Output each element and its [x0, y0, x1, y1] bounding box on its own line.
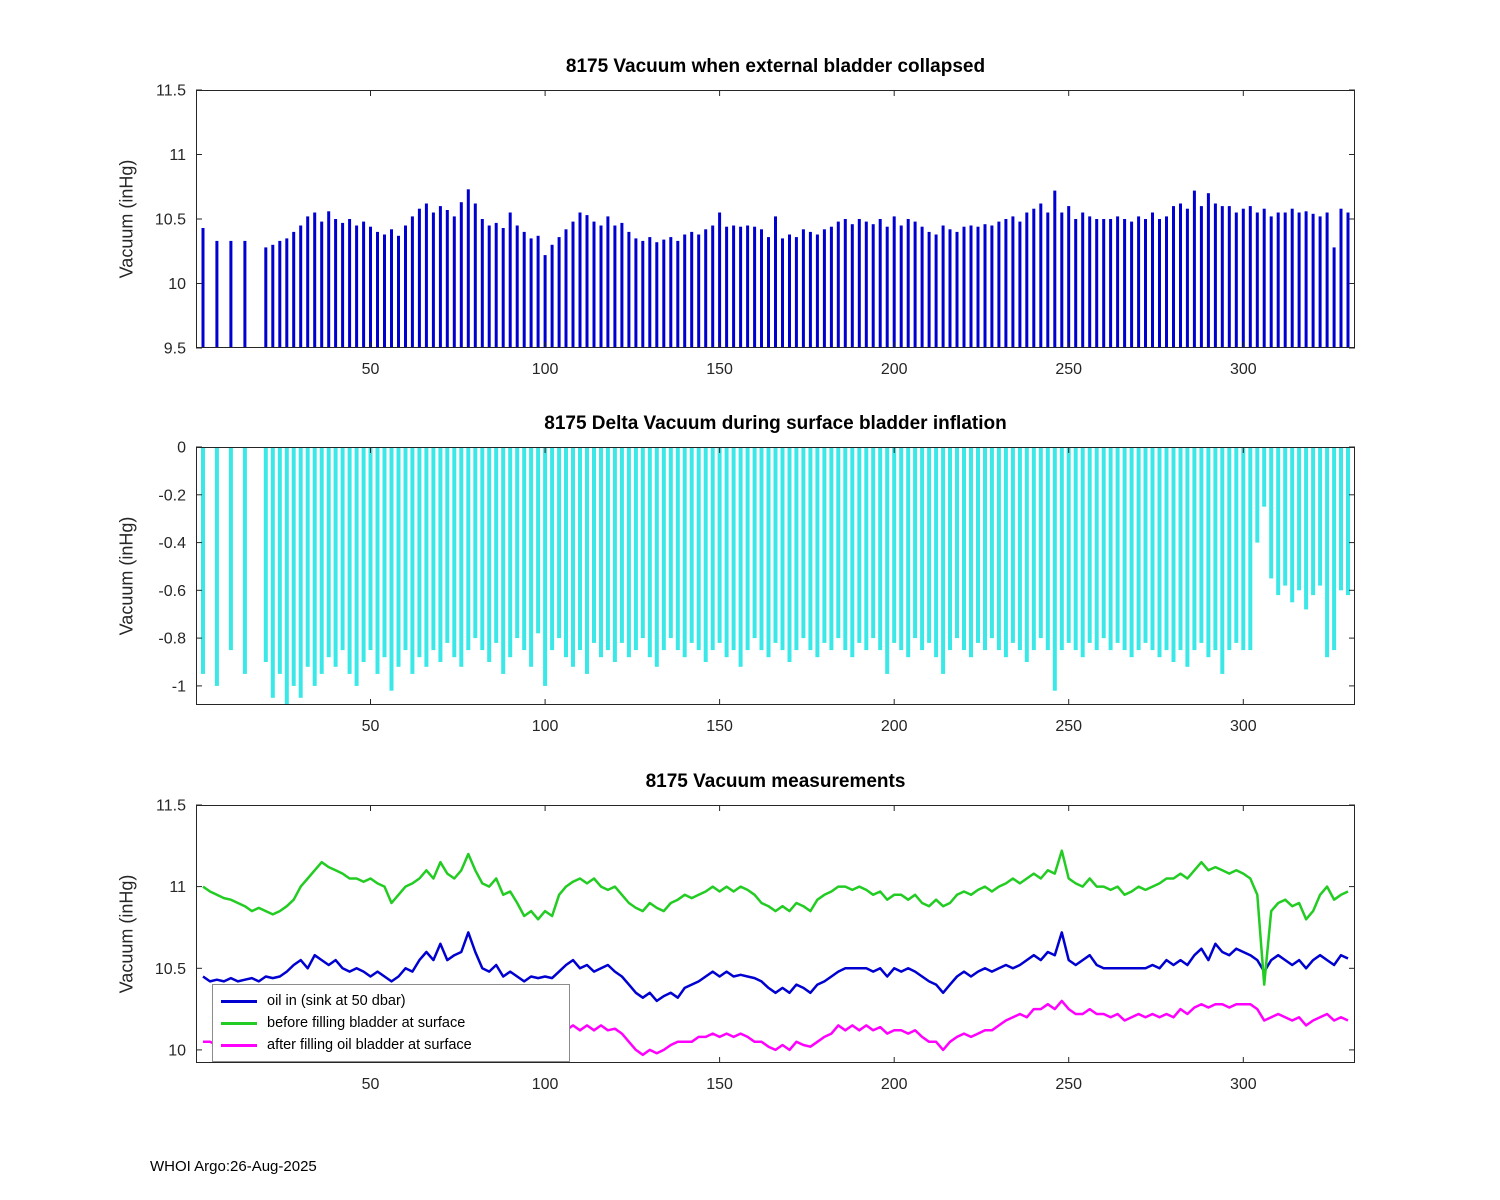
svg-text:150: 150: [706, 718, 733, 735]
legend: oil in (sink at 50 dbar) before filling …: [212, 984, 570, 1062]
svg-text:300: 300: [1230, 361, 1257, 378]
svg-text:11: 11: [169, 147, 186, 164]
svg-text:-0.2: -0.2: [158, 487, 186, 504]
svg-text:250: 250: [1055, 718, 1082, 735]
legend-label: oil in (sink at 50 dbar): [267, 993, 406, 1009]
svg-text:250: 250: [1055, 361, 1082, 378]
collapsed-vacuum-plot-area: 50 100 150 200 250 300 9.5 10 10.5 11 11.5: [155, 83, 1355, 378]
svg-text:300: 300: [1230, 1076, 1257, 1093]
svg-text:200: 200: [881, 1076, 908, 1093]
y-axis-label-delta-vacuum: Vacuum (inHg): [116, 516, 137, 636]
legend-line-sample-before-filling: [221, 1021, 257, 1025]
vacuum-measurements-plot-area: 50 100 150 200 250 300 10 10.5 11 11.5: [155, 798, 1355, 1093]
chart-title-delta-vacuum: 8175 Delta Vacuum during surface bladder…: [544, 413, 1007, 434]
svg-text:10: 10: [168, 1042, 186, 1059]
legend-label: before filling bladder at surface: [267, 1015, 466, 1031]
legend-label: after filling oil bladder at surface: [267, 1037, 472, 1053]
chart-title-vacuum-measurements: 8175 Vacuum measurements: [645, 771, 906, 792]
svg-text:-0.4: -0.4: [158, 535, 186, 552]
footer-caption: WHOI Argo:26-Aug-2025: [150, 1158, 317, 1175]
svg-text:10: 10: [168, 276, 186, 293]
svg-text:-0.6: -0.6: [158, 583, 186, 600]
legend-line-sample-oil-in: [221, 999, 257, 1003]
svg-text:50: 50: [362, 1076, 380, 1093]
legend-item: oil in (sink at 50 dbar): [213, 990, 569, 1012]
svg-text:9.5: 9.5: [164, 341, 186, 358]
y-axis-label-collapsed-vacuum: Vacuum (inHg): [116, 159, 137, 279]
svg-text:10.5: 10.5: [155, 961, 186, 978]
svg-text:250: 250: [1055, 1076, 1082, 1093]
legend-item: after filling oil bladder at surface: [213, 1034, 569, 1056]
svg-text:50: 50: [362, 361, 380, 378]
svg-text:100: 100: [532, 361, 559, 378]
svg-text:11: 11: [169, 879, 186, 896]
svg-text:-0.8: -0.8: [158, 631, 186, 648]
svg-text:0: 0: [177, 440, 186, 457]
chart-title-collapsed-vacuum: 8175 Vacuum when external bladder collap…: [565, 56, 986, 77]
svg-text:-1: -1: [172, 678, 186, 695]
svg-text:200: 200: [881, 361, 908, 378]
svg-text:300: 300: [1230, 718, 1257, 735]
y-axis-label-vacuum-measurements: Vacuum (inHg): [116, 874, 137, 994]
legend-item: before filling bladder at surface: [213, 1012, 569, 1034]
legend-line-sample-after-filling: [221, 1043, 257, 1047]
svg-text:150: 150: [706, 361, 733, 378]
svg-text:11.5: 11.5: [156, 83, 186, 100]
svg-text:100: 100: [532, 718, 559, 735]
svg-text:150: 150: [706, 1076, 733, 1093]
svg-text:100: 100: [532, 1076, 559, 1093]
svg-text:50: 50: [362, 718, 380, 735]
svg-text:200: 200: [881, 718, 908, 735]
svg-text:11.5: 11.5: [156, 798, 186, 815]
delta-vacuum-plot-area: 50 100 150 200 250 300 0 -0.2 -0.4 -0.6 -0.8 -1: [158, 440, 1355, 735]
svg-text:10.5: 10.5: [155, 212, 186, 229]
